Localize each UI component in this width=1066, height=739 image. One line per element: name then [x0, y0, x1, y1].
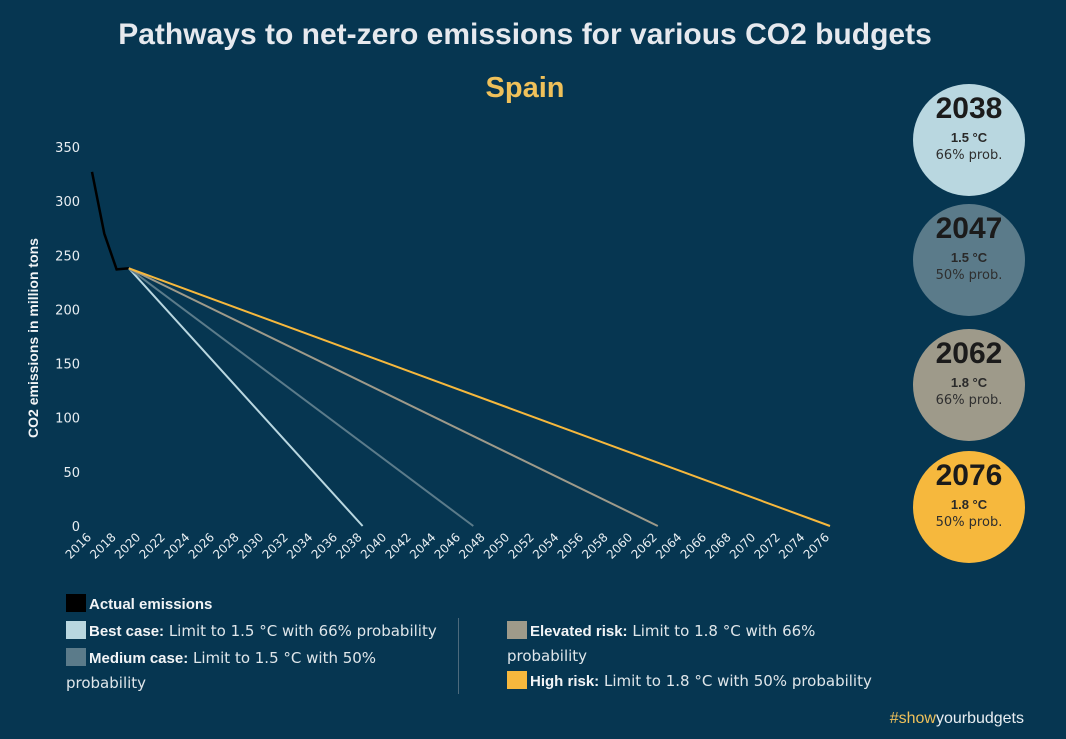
circle-high-risk: 2076 1.8 °C 50% prob. [913, 451, 1025, 563]
circle-probability: 50% prob. [935, 268, 1003, 283]
legend-swatch-high [507, 671, 527, 689]
x-tick-label: 2056 [555, 530, 586, 561]
legend-divider [458, 618, 459, 694]
x-tick-label: 2040 [358, 530, 389, 561]
circle-year: 2038 [935, 92, 1003, 125]
legend-high-risk: High risk: Limit to 1.8 °C with 50% prob… [507, 669, 872, 694]
hashtag-prefix: #show [889, 710, 936, 727]
x-tick-label: 2050 [481, 530, 512, 561]
series-line-high-risk [128, 267, 831, 527]
legend-elevated-risk: Elevated risk: Limit to 1.8 °C with 66% … [507, 619, 867, 668]
x-tick-label: 2016 [63, 530, 94, 561]
series-line-medium-case [128, 267, 474, 527]
y-tick-label: 250 [55, 249, 80, 264]
x-tick-label: 2054 [530, 530, 561, 561]
circle-year: 2062 [935, 337, 1003, 370]
chart-subtitle: Spain [485, 72, 565, 104]
legend-swatch-medium [66, 648, 86, 666]
x-tick-label: 2030 [235, 530, 266, 561]
legend-swatch-best [66, 621, 86, 639]
circle-year: 2076 [935, 459, 1003, 492]
legend-actual: Actual emissions [66, 592, 212, 617]
legend-best-case: Best case: Limit to 1.5 °C with 66% prob… [66, 619, 437, 644]
x-tick-label: 2038 [333, 530, 364, 561]
x-tick-label: 2020 [112, 530, 143, 561]
y-tick-label: 300 [55, 195, 80, 210]
x-tick-label: 2062 [628, 530, 659, 561]
x-tick-label: 2064 [653, 530, 684, 561]
legend-text-cont: probability [507, 647, 588, 665]
x-tick-label: 2070 [727, 530, 758, 561]
circle-probability: 66% prob. [935, 393, 1003, 408]
x-tick-label: 2058 [579, 530, 610, 561]
x-tick-label: 2036 [309, 530, 340, 561]
circle-year: 2047 [935, 212, 1003, 245]
x-tick-label: 2072 [751, 530, 782, 561]
y-tick-label: 200 [55, 303, 80, 318]
x-tick-label: 2074 [776, 530, 807, 561]
legend-label: Medium case: [89, 650, 189, 667]
x-tick-label: 2034 [284, 530, 315, 561]
legend-text: Limit to 1.8 °C with 66% [632, 622, 816, 640]
legend-label: Elevated risk: [530, 623, 628, 640]
x-tick-label: 2060 [604, 530, 635, 561]
x-tick-label: 2044 [407, 530, 438, 561]
legend-text: Limit to 1.8 °C with 50% probability [603, 672, 872, 690]
legend-label: High risk: [530, 673, 600, 690]
circle-elevated-risk: 2062 1.8 °C 66% prob. [913, 329, 1025, 441]
legend-text-cont: probability [66, 674, 147, 692]
y-tick-label: 100 [55, 412, 80, 427]
x-tick-label: 2066 [678, 530, 709, 561]
hashtag-suffix: budgets [967, 710, 1024, 727]
y-tick-label: 0 [72, 520, 80, 535]
x-tick-label: 2042 [382, 530, 413, 561]
circle-probability: 50% prob. [935, 515, 1003, 530]
x-tick-label: 2028 [210, 530, 241, 561]
circle-best-case: 2038 1.5 °C 66% prob. [913, 84, 1025, 196]
y-tick-label: 50 [63, 466, 80, 481]
circle-probability: 66% prob. [935, 148, 1003, 163]
legend-label: Actual emissions [89, 596, 213, 613]
x-tick-label: 2024 [161, 530, 192, 561]
hashtag-highlight: your [935, 710, 968, 727]
x-tick-label: 2046 [432, 530, 463, 561]
legend-swatch-elevated [507, 621, 527, 639]
x-tick-label: 2076 [801, 530, 832, 561]
circle-limit: 1.5 °C [950, 130, 988, 145]
legend-label: Best case: [89, 623, 165, 640]
circle-medium-case: 2047 1.5 °C 50% prob. [913, 204, 1025, 316]
x-tick-label: 2048 [456, 530, 487, 561]
series-line-actual-emissions [90, 171, 130, 271]
legend-medium-case: Medium case: Limit to 1.5 °C with 50% pr… [66, 646, 456, 695]
series-line-best-case [128, 267, 364, 527]
x-tick-label: 2026 [186, 530, 217, 561]
chart-title: Pathways to net-zero emissions for vario… [118, 18, 932, 51]
y-axis-label: CO2 emissions in million tons [25, 238, 41, 438]
x-tick-label: 2022 [136, 530, 167, 561]
x-tick-label: 2052 [505, 530, 536, 561]
legend-text: Limit to 1.5 °C with 66% probability [168, 622, 437, 640]
legend-text: Limit to 1.5 °C with 50% [192, 649, 377, 667]
circle-limit: 1.5 °C [950, 250, 988, 265]
y-tick-label: 150 [55, 358, 80, 373]
hashtag: #showyourbudgets [890, 710, 1024, 728]
x-tick-label: 2018 [87, 530, 118, 561]
circle-limit: 1.8 °C [950, 375, 988, 390]
legend-swatch-actual [66, 594, 86, 612]
circle-limit: 1.8 °C [950, 497, 988, 512]
series-line-elevated-risk [128, 267, 659, 527]
x-tick-label: 2068 [702, 530, 733, 561]
x-tick-label: 2032 [259, 530, 290, 561]
y-tick-label: 350 [55, 141, 80, 156]
